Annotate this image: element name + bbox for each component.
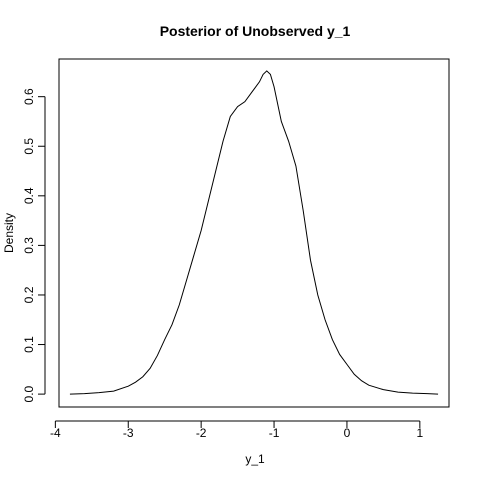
x-tick-label: -4 bbox=[50, 426, 61, 440]
x-axis-label: y_1 bbox=[245, 452, 265, 466]
x-tick-label: 0 bbox=[344, 426, 351, 440]
y-tick-label: 0.6 bbox=[22, 88, 36, 105]
y-tick-label: 0.2 bbox=[22, 286, 36, 303]
y-axis: 0.0 0.1 0.2 0.3 0.4 0.5 0.6 bbox=[22, 88, 46, 402]
y-axis-label: Density bbox=[2, 213, 16, 253]
y-tick-label: 0.4 bbox=[22, 187, 36, 204]
chart-title: Posterior of Unobserved y_1 bbox=[160, 23, 351, 39]
y-tick-label: 0.5 bbox=[22, 138, 36, 155]
x-axis: -4 -3 -2 -1 0 1 bbox=[50, 420, 423, 440]
y-tick-label: 0.0 bbox=[22, 385, 36, 402]
plot-frame bbox=[58, 58, 450, 408]
density-curve bbox=[69, 70, 439, 395]
y-tick-label: 0.3 bbox=[22, 237, 36, 254]
x-tick-label: 1 bbox=[416, 426, 423, 440]
x-tick-label: -1 bbox=[269, 426, 280, 440]
y-tick-label: 0.1 bbox=[22, 336, 36, 353]
x-tick-label: -3 bbox=[123, 426, 134, 440]
x-tick-label: -2 bbox=[196, 426, 207, 440]
